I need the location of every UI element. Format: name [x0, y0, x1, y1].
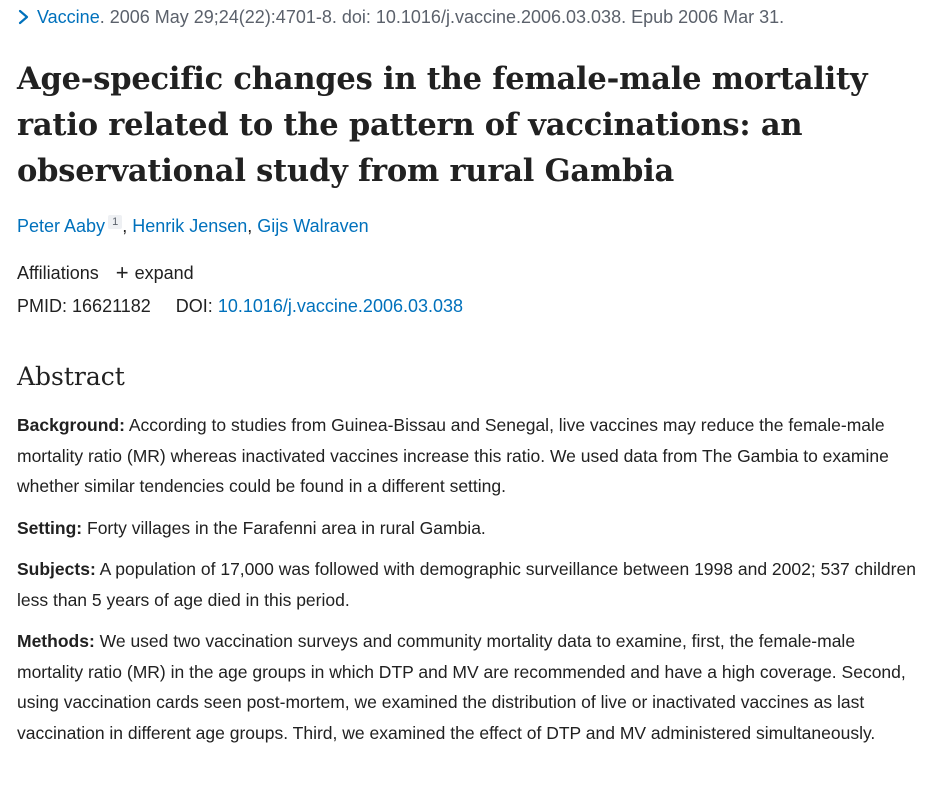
identifiers-row: PMID: 16621182 DOI: 10.1016/j.vaccine.20… — [17, 293, 463, 319]
section-label: Methods: — [17, 631, 95, 651]
section-label: Setting: — [17, 517, 83, 538]
expand-label: expand — [134, 263, 194, 283]
pmid-value: 16621182 — [72, 296, 151, 316]
chevron-right-icon[interactable] — [17, 9, 31, 25]
abstract-body: Background: According to studies from Gu… — [17, 410, 919, 759]
citation-line: Vaccine. 2006 May 29;24(22):4701-8. doi:… — [17, 5, 784, 29]
affiliations-label: Affiliations — [17, 263, 99, 283]
affiliations-row: Affiliations + expand — [17, 260, 194, 286]
pmid-label: PMID: — [17, 296, 68, 316]
section-label: Background: — [17, 415, 125, 435]
author-link[interactable]: Peter Aaby — [17, 216, 106, 236]
author-separator: , — [247, 216, 258, 236]
author-separator: , — [122, 216, 133, 236]
doi-label: DOI: — [175, 296, 213, 316]
author-link[interactable]: Henrik Jensen — [132, 216, 248, 236]
section-text: A population of 17,000 was followed with… — [17, 559, 916, 610]
doi-link[interactable]: 10.1016/j.vaccine.2006.03.038 — [217, 296, 464, 316]
journal-link[interactable]: Vaccine — [37, 7, 100, 27]
section-text: Forty villages in the Farafenni area in … — [82, 517, 486, 538]
abstract-section-background: Background: According to studies from Gu… — [17, 410, 919, 502]
author-list: Peter Aaby 1, Henrik Jensen, Gijs Walrave… — [17, 213, 369, 239]
section-text: According to studies from Guinea-Bissau … — [17, 415, 889, 496]
expand-affiliations-button[interactable]: + expand — [115, 260, 194, 285]
section-text: We used two vaccination surveys and comm… — [17, 631, 906, 743]
abstract-section-subjects: Subjects: A population of 17,000 was fol… — [17, 554, 919, 615]
abstract-section-methods: Methods: We used two vaccination surveys… — [17, 626, 919, 748]
abstract-heading: Abstract — [17, 362, 125, 391]
affiliation-number[interactable]: 1 — [108, 215, 123, 229]
abstract-section-setting: Setting: Forty villages in the Farafenni… — [17, 513, 919, 544]
author-link[interactable]: Gijs Walraven — [257, 216, 369, 236]
citation-details: . 2006 May 29;24(22):4701-8. doi: 10.101… — [99, 7, 785, 27]
section-label: Subjects: — [17, 559, 96, 579]
plus-icon: + — [115, 260, 129, 285]
article-title: Age-specific changes in the female-male … — [17, 61, 868, 189]
